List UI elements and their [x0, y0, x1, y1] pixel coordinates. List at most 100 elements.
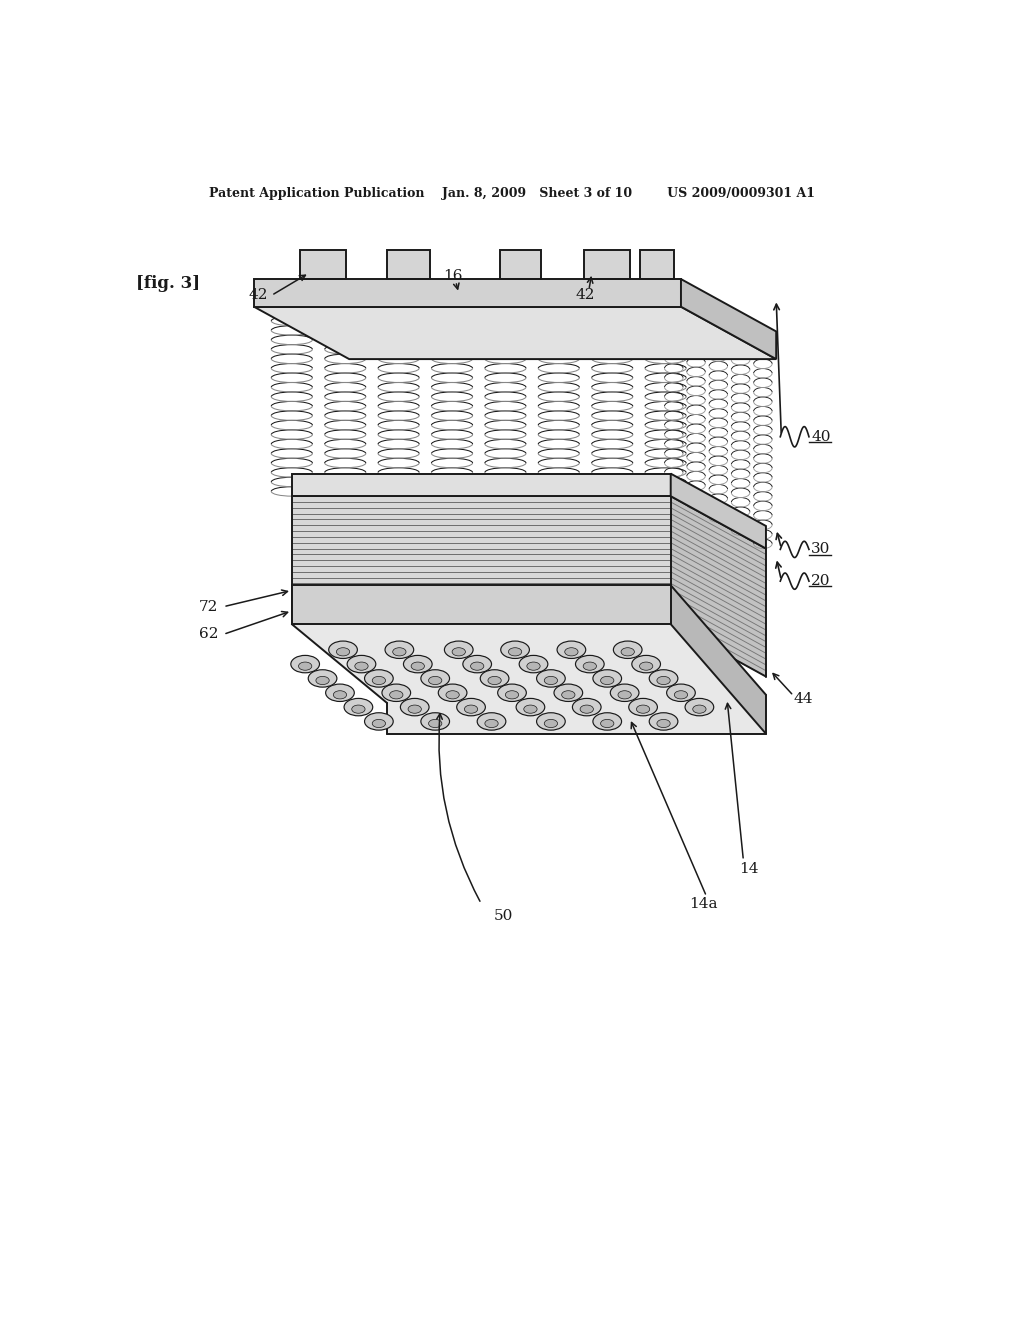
Ellipse shape [498, 684, 526, 701]
Ellipse shape [354, 663, 369, 671]
Polygon shape [292, 496, 671, 624]
Text: 14a: 14a [689, 896, 718, 911]
Polygon shape [254, 306, 776, 359]
Ellipse shape [610, 684, 639, 701]
Ellipse shape [557, 642, 586, 659]
Ellipse shape [524, 705, 537, 713]
Ellipse shape [537, 669, 565, 688]
Polygon shape [640, 251, 674, 279]
Ellipse shape [291, 656, 319, 673]
Ellipse shape [545, 676, 557, 685]
Text: [fig. 3]: [fig. 3] [136, 275, 201, 292]
Ellipse shape [575, 656, 604, 673]
Ellipse shape [572, 698, 601, 715]
Ellipse shape [527, 663, 541, 671]
Ellipse shape [485, 719, 498, 727]
Polygon shape [292, 585, 671, 624]
Ellipse shape [545, 719, 557, 727]
Ellipse shape [421, 669, 450, 688]
Ellipse shape [308, 669, 337, 688]
Ellipse shape [506, 690, 518, 698]
Ellipse shape [453, 648, 465, 656]
Ellipse shape [344, 698, 373, 715]
Ellipse shape [629, 698, 657, 715]
Text: 40: 40 [811, 430, 830, 444]
Ellipse shape [632, 656, 660, 673]
Ellipse shape [444, 642, 473, 659]
Ellipse shape [649, 713, 678, 730]
Ellipse shape [618, 690, 631, 698]
Ellipse shape [403, 656, 432, 673]
Ellipse shape [565, 648, 578, 656]
Ellipse shape [365, 669, 393, 688]
Ellipse shape [639, 663, 653, 671]
Ellipse shape [667, 684, 695, 701]
Ellipse shape [372, 676, 385, 685]
Ellipse shape [562, 690, 575, 698]
Polygon shape [671, 496, 766, 677]
Ellipse shape [600, 676, 613, 685]
Ellipse shape [411, 663, 424, 671]
Ellipse shape [428, 676, 442, 685]
Ellipse shape [365, 713, 393, 730]
Ellipse shape [299, 663, 311, 671]
Ellipse shape [584, 663, 596, 671]
Polygon shape [671, 474, 766, 549]
Ellipse shape [463, 656, 492, 673]
Ellipse shape [519, 656, 548, 673]
Ellipse shape [428, 719, 442, 727]
Text: 16: 16 [442, 269, 463, 282]
Ellipse shape [315, 676, 330, 685]
Ellipse shape [693, 705, 707, 713]
Ellipse shape [580, 705, 593, 713]
Ellipse shape [389, 690, 403, 698]
Ellipse shape [336, 648, 350, 656]
Ellipse shape [554, 684, 583, 701]
Ellipse shape [326, 684, 354, 701]
Ellipse shape [657, 719, 671, 727]
Ellipse shape [613, 642, 642, 659]
Polygon shape [387, 251, 430, 279]
Ellipse shape [657, 676, 671, 685]
Text: 20: 20 [811, 574, 830, 589]
Polygon shape [254, 279, 681, 306]
Ellipse shape [408, 705, 422, 713]
Text: 30: 30 [811, 543, 830, 557]
Ellipse shape [329, 642, 357, 659]
Polygon shape [500, 251, 541, 279]
Ellipse shape [347, 656, 376, 673]
Ellipse shape [372, 719, 385, 727]
Ellipse shape [400, 698, 429, 715]
Polygon shape [671, 585, 766, 734]
Text: 50: 50 [495, 909, 513, 923]
Text: 14: 14 [739, 862, 759, 876]
Ellipse shape [537, 713, 565, 730]
Ellipse shape [501, 642, 529, 659]
Ellipse shape [392, 648, 406, 656]
Ellipse shape [621, 648, 634, 656]
Text: 62: 62 [199, 627, 218, 642]
Ellipse shape [421, 713, 450, 730]
Text: 42: 42 [575, 289, 596, 302]
Text: Patent Application Publication    Jan. 8, 2009   Sheet 3 of 10        US 2009/00: Patent Application Publication Jan. 8, 2… [209, 186, 815, 199]
Ellipse shape [685, 698, 714, 715]
Polygon shape [681, 279, 776, 359]
Polygon shape [300, 251, 346, 279]
Ellipse shape [352, 705, 365, 713]
Ellipse shape [385, 642, 414, 659]
Ellipse shape [480, 669, 509, 688]
Text: 72: 72 [199, 599, 218, 614]
Ellipse shape [593, 713, 622, 730]
Text: 42: 42 [248, 289, 268, 302]
Ellipse shape [649, 669, 678, 688]
Ellipse shape [471, 663, 484, 671]
Ellipse shape [593, 669, 622, 688]
Ellipse shape [508, 648, 522, 656]
Ellipse shape [675, 690, 688, 698]
Ellipse shape [487, 676, 502, 685]
Polygon shape [584, 251, 630, 279]
Ellipse shape [334, 690, 346, 698]
Ellipse shape [438, 684, 467, 701]
Text: 44: 44 [794, 692, 813, 706]
Ellipse shape [477, 713, 506, 730]
